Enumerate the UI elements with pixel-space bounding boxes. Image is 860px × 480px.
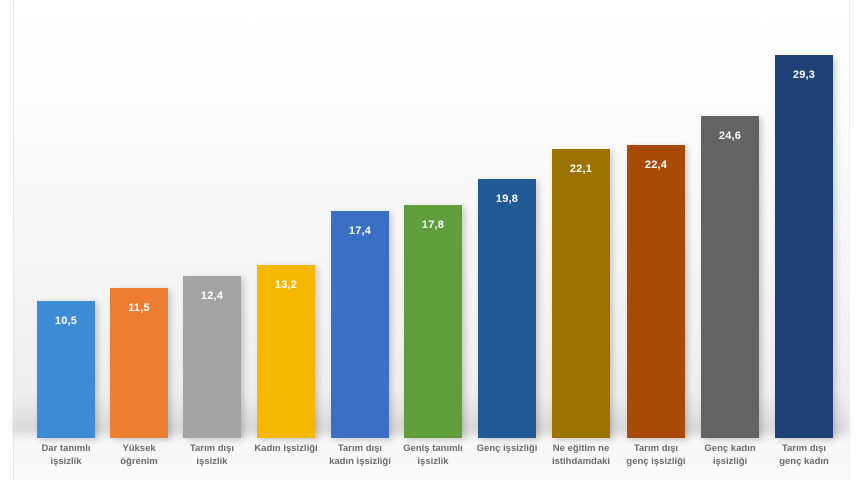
x-axis-label: Ne eğitim ne istihdamdaki (551, 443, 611, 467)
x-axis-label: Tarım dışı kadın işsizliği (329, 443, 391, 467)
x-axis-label: Dar tanımlı işsizlik (41, 443, 91, 467)
bar-value-label: 17,8 (421, 219, 445, 231)
bar-value-label: 13,2 (274, 279, 298, 291)
bar-yuksek-ogrenim: 11,5 (110, 288, 168, 438)
x-axis-label: Genç kadın işsizliği (704, 443, 756, 467)
bar-value-label: 19,8 (495, 193, 519, 205)
bar-value-label: 24,6 (718, 130, 742, 142)
bar-kadin-issizligi: 13,2 (257, 265, 315, 438)
x-axis-label: Genç işsizliği (476, 443, 538, 454)
bar-ne-egitim-ne-istihdamdaki: 22,1 (552, 149, 610, 438)
bar-value-label: 17,4 (348, 225, 372, 237)
bar-tarim-disi-kadin-issizligi: 17,4 (331, 211, 389, 438)
bar-value-label: 11,5 (128, 302, 150, 314)
bar-genc-kadin-issizligi: 24,6 (701, 116, 759, 438)
x-axis-label: Kadın işsizliği (254, 443, 318, 454)
x-axis-label: Tarım dışı işsizlik (189, 443, 235, 467)
bar-tarim-disi-issizlik: 12,4 (183, 276, 241, 438)
bar-value-label: 10,5 (54, 315, 78, 327)
x-axis-label: Tarım dışı genç işsizliği (626, 443, 686, 467)
x-axis-label: Yüksek öğrenim (120, 443, 158, 467)
x-axis-label: Geniş tanımlı işsizlik (403, 443, 463, 467)
bar-value-label: 22,4 (644, 159, 668, 171)
bar-tarim-disi-genc-kadin: 29,3 (775, 55, 833, 438)
bar-value-label: 22,1 (569, 163, 593, 175)
bar-value-label: 29,3 (792, 69, 816, 81)
bar-value-label: 12,4 (200, 290, 224, 302)
bar-genc-issizligi: 19,8 (478, 179, 536, 438)
x-axis-label: Tarım dışı genç kadın (779, 443, 829, 467)
bar-tarim-disi-genc-issizligi: 22,4 (627, 145, 685, 438)
bar-dar-tanimli-issizlik: 10,5 (37, 301, 95, 438)
bar-genis-tanimli-issizlik: 17,8 (404, 205, 462, 438)
